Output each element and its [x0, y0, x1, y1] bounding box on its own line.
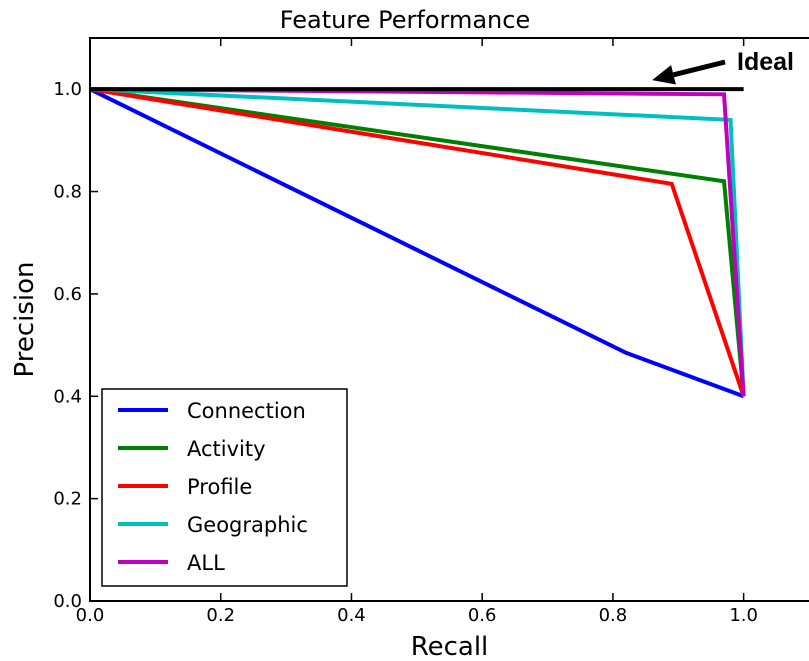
chart-title: Feature Performance	[280, 6, 530, 34]
x-tick-label: 0.8	[599, 605, 628, 626]
plot-frame	[89, 37, 809, 602]
x-tick-label: 0.4	[337, 605, 366, 626]
y-tick-label: 0.2	[53, 489, 82, 510]
series-line-connection	[89, 87, 745, 399]
x-tick-label: 0.6	[468, 605, 497, 626]
series-line-profile	[89, 87, 746, 397]
legend-label-profile: Profile	[187, 475, 252, 499]
y-tick-label: 0.8	[53, 182, 82, 203]
legend-label-geographic: Geographic	[187, 513, 308, 537]
annotation-layer: Ideal	[652, 48, 794, 85]
legend-label-connection: Connection	[187, 399, 306, 423]
ticks-layer: 0.0 0.2 0.4 0.6 0.8 1.0 0.0 0.2 0.4 0.6 0.8 1.0	[53, 38, 758, 626]
x-axis-label: Recall	[411, 632, 489, 661]
x-tick-label: 1.0	[729, 605, 758, 626]
y-tick-label: 0.6	[53, 284, 82, 305]
y-tick-label: 0.0	[53, 591, 82, 612]
ideal-annotation: Ideal	[737, 48, 794, 76]
ideal-arrow	[672, 59, 726, 78]
ideal-arrow-head	[652, 65, 676, 85]
x-tick-label: 0.2	[206, 605, 235, 626]
legend-label-all: ALL	[187, 551, 225, 575]
x-tick-label: 0.0	[76, 605, 105, 626]
y-axis-label: Precision	[10, 261, 40, 377]
y-tick-label: 1.0	[53, 79, 82, 100]
series-layer	[89, 87, 746, 399]
y-tick-label: 0.4	[53, 386, 82, 407]
legend: Connection Activity Profile Geographic ALL	[101, 388, 348, 587]
legend-label-activity: Activity	[187, 437, 266, 461]
